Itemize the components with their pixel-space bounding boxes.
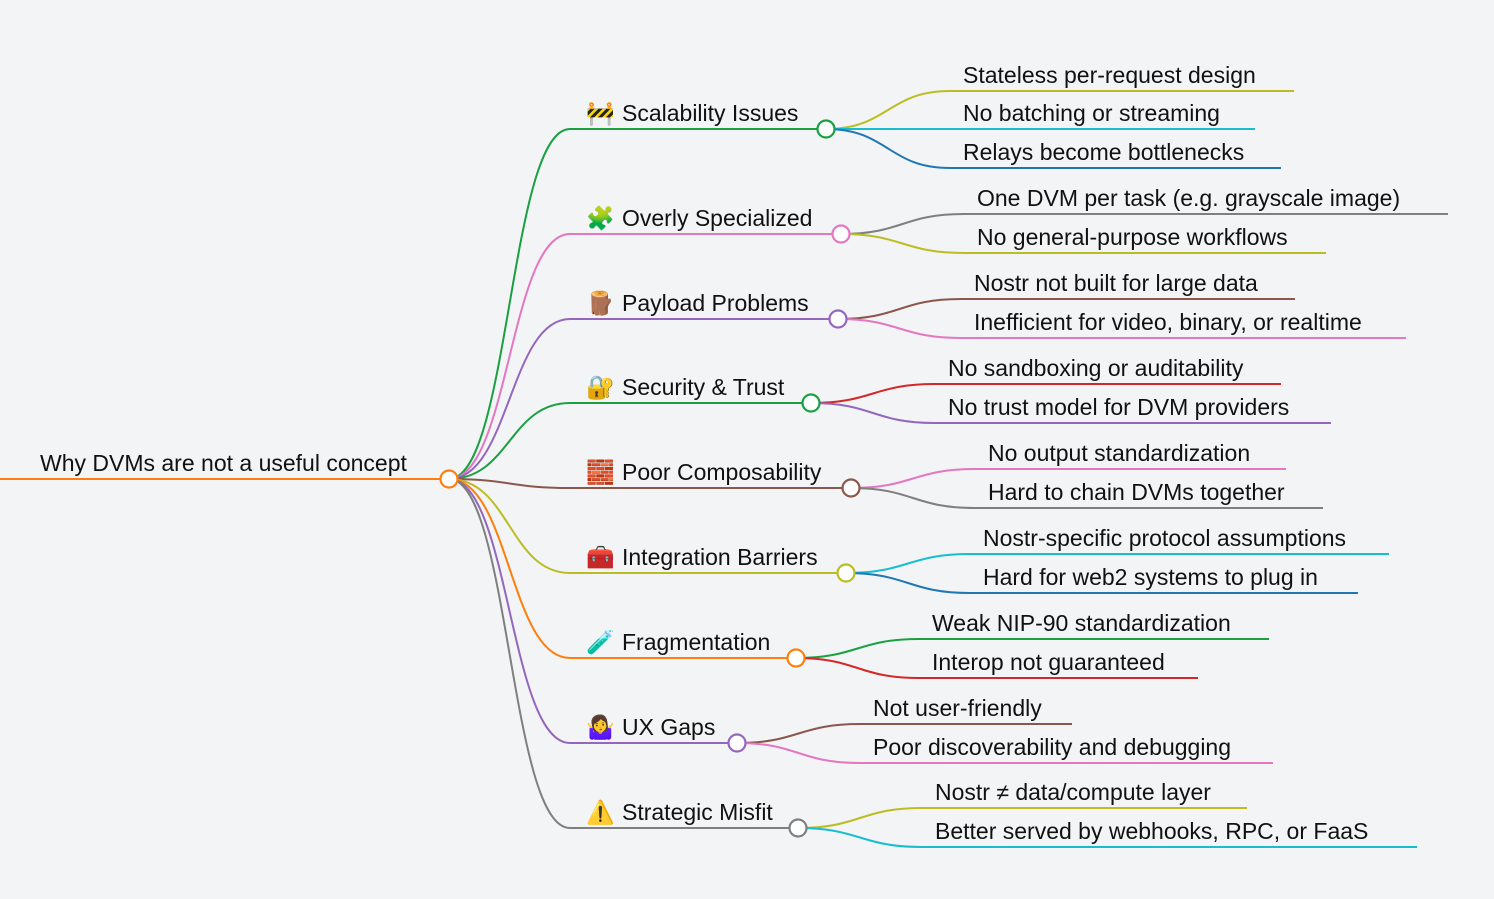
branch-toggle-circle[interactable]	[841, 478, 861, 498]
leaf-label[interactable]: Nostr-specific protocol assumptions	[983, 525, 1346, 551]
puzzle-piece-icon: 🧩	[586, 205, 615, 232]
links	[0, 90, 1448, 848]
leaf-label[interactable]: Hard to chain DVMs together	[988, 479, 1285, 505]
branch-label[interactable]: Poor Composability	[622, 459, 822, 485]
leaf-link	[797, 827, 923, 848]
leaf-label[interactable]: Poor discoverability and debugging	[873, 734, 1231, 760]
branch-toggle-circle[interactable]	[788, 818, 808, 838]
root-toggle-circle[interactable]	[439, 469, 459, 489]
leaf-label[interactable]: Stateless per-request design	[963, 62, 1256, 88]
branch-label[interactable]: Security & Trust	[622, 374, 785, 400]
leaf-link	[850, 468, 976, 489]
leaf-label[interactable]: Not user-friendly	[873, 695, 1042, 721]
leaf-link	[736, 742, 861, 764]
branch-label[interactable]: Integration Barriers	[622, 544, 818, 570]
branch-link	[448, 478, 571, 574]
leaf-link	[797, 807, 923, 829]
leaf-link	[840, 233, 965, 254]
leaf-link	[837, 318, 962, 339]
leaf-link	[810, 383, 936, 404]
leaf-link	[837, 298, 962, 320]
brick-icon: 🧱	[586, 459, 615, 486]
warning-icon: ⚠️	[586, 799, 615, 826]
branch-toggle-circle[interactable]	[801, 393, 821, 413]
leaf-label[interactable]: Nostr not built for large data	[974, 270, 1258, 296]
root-node-label[interactable]: Why DVMs are not a useful concept	[40, 450, 407, 476]
branch-link	[448, 318, 571, 480]
leaf-label[interactable]: No trust model for DVM providers	[948, 394, 1289, 420]
leaf-link	[850, 487, 976, 509]
branch-toggle-circle[interactable]	[828, 309, 848, 329]
nodes: Why DVMs are not a useful concept 🚧 Scalab…	[40, 62, 1400, 844]
branch-label[interactable]: Strategic Misfit	[622, 799, 773, 825]
toolbox-icon: 🧰	[586, 544, 615, 570]
leaf-link	[795, 638, 920, 659]
branch-toggle-circle[interactable]	[831, 224, 851, 244]
branch-label[interactable]: UX Gaps	[622, 714, 715, 740]
branch-label[interactable]: Overly Specialized	[622, 205, 812, 231]
leaf-label[interactable]: Inefficient for video, binary, or realti…	[974, 309, 1362, 335]
leaf-link	[736, 723, 861, 744]
leaf-label[interactable]: No batching or streaming	[963, 100, 1220, 126]
leaf-label[interactable]: Interop not guaranteed	[932, 649, 1165, 675]
branch-link	[448, 128, 571, 480]
leaf-link	[840, 213, 965, 235]
leaf-link	[825, 90, 951, 130]
branch-link	[448, 233, 571, 480]
branch-label[interactable]: Fragmentation	[622, 629, 770, 655]
leaf-link	[845, 572, 971, 594]
leaf-label[interactable]: Nostr ≠ data/compute layer	[935, 779, 1211, 805]
branch-link	[448, 402, 571, 480]
branch-link	[448, 478, 571, 829]
branch-link	[448, 478, 571, 659]
leaf-label[interactable]: Hard for web2 systems to plug in	[983, 564, 1318, 590]
branch-toggle-circle[interactable]	[727, 733, 747, 753]
wood-log-icon: 🪵	[586, 290, 615, 317]
branch-link	[448, 478, 571, 744]
branch-link	[448, 478, 571, 489]
leaf-link	[825, 128, 951, 169]
leaf-link	[845, 553, 971, 574]
branch-toggle-circle[interactable]	[816, 119, 836, 139]
test-tube-icon: 🧪	[586, 629, 615, 656]
shrug-icon: 🤷‍♀️	[586, 712, 615, 741]
construction-icon: 🚧	[586, 100, 615, 127]
branch-label[interactable]: Scalability Issues	[622, 100, 798, 126]
branch-toggle-circle[interactable]	[786, 648, 806, 668]
leaf-link	[795, 657, 920, 679]
leaf-label[interactable]: No sandboxing or auditability	[948, 355, 1244, 381]
branch-label[interactable]: Payload Problems	[622, 290, 809, 316]
leaf-label[interactable]: No output standardization	[988, 440, 1250, 466]
branch-toggle-circle[interactable]	[836, 563, 856, 583]
leaf-label[interactable]: Weak NIP-90 standardization	[932, 610, 1231, 636]
leaf-label[interactable]: Better served by webhooks, RPC, or FaaS	[935, 818, 1368, 844]
leaf-label[interactable]: Relays become bottlenecks	[963, 139, 1244, 165]
leaf-label[interactable]: One DVM per task (e.g. grayscale image)	[977, 185, 1400, 211]
leaf-label[interactable]: No general-purpose workflows	[977, 224, 1288, 250]
leaf-link	[810, 402, 936, 424]
lock-with-key-icon: 🔐	[586, 374, 615, 401]
